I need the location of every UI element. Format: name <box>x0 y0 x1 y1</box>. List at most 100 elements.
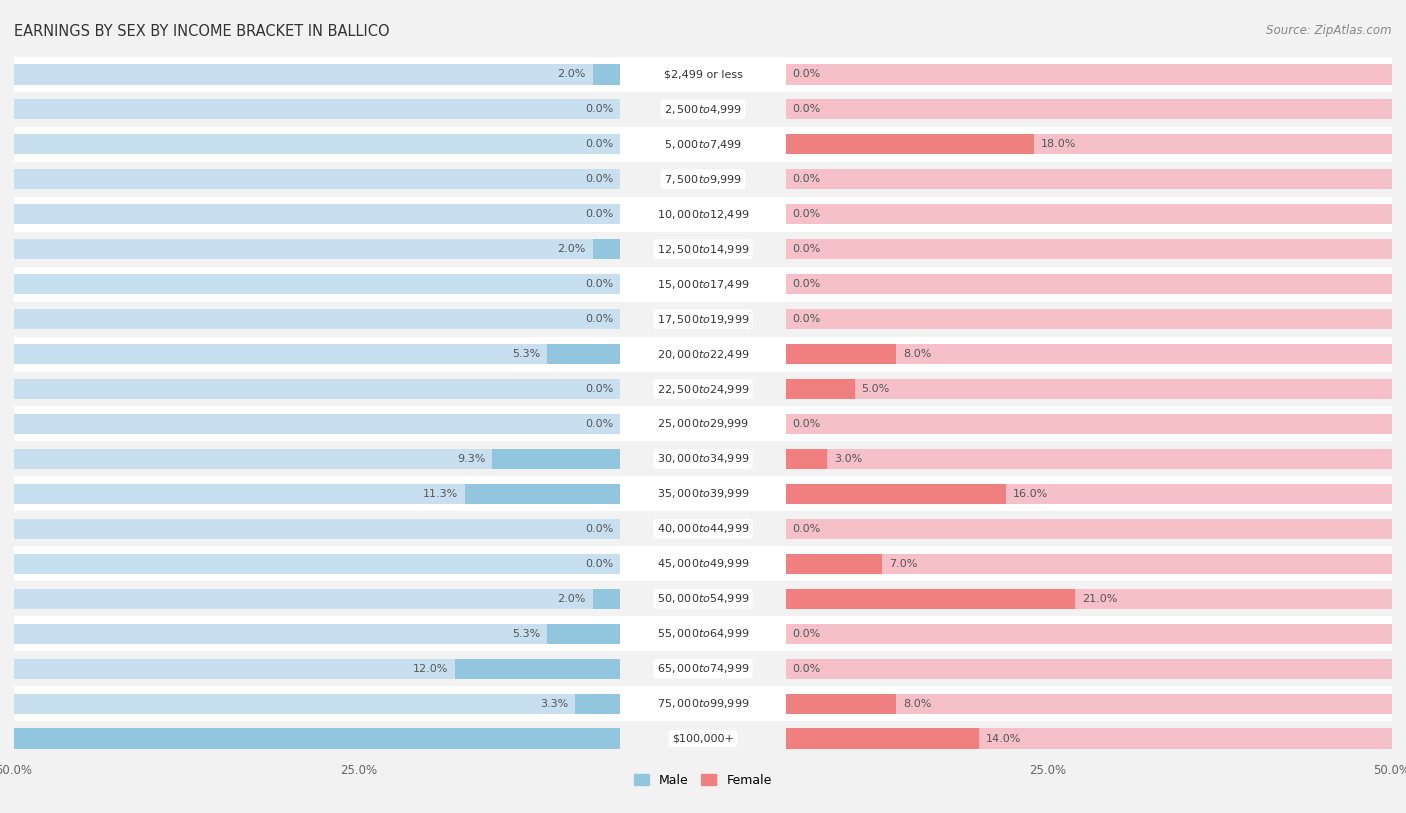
Bar <box>14 99 620 120</box>
Bar <box>14 651 1392 686</box>
Bar <box>14 309 620 329</box>
Text: $45,000 to $49,999: $45,000 to $49,999 <box>657 558 749 570</box>
Bar <box>14 449 620 469</box>
Text: Source: ZipAtlas.com: Source: ZipAtlas.com <box>1267 24 1392 37</box>
Text: $25,000 to $29,999: $25,000 to $29,999 <box>657 418 749 430</box>
Bar <box>14 337 1392 372</box>
Bar <box>464 484 620 504</box>
Text: 0.0%: 0.0% <box>793 419 821 429</box>
Text: $55,000 to $64,999: $55,000 to $64,999 <box>657 628 749 640</box>
Text: $100,000+: $100,000+ <box>672 733 734 744</box>
Bar <box>14 204 620 224</box>
Bar <box>14 344 620 364</box>
Bar <box>786 204 1392 224</box>
Bar <box>786 589 1076 609</box>
Bar <box>14 728 620 749</box>
Bar <box>786 99 1392 120</box>
Bar <box>786 344 896 364</box>
Bar <box>14 554 620 574</box>
Text: 0.0%: 0.0% <box>585 524 613 534</box>
Text: 5.3%: 5.3% <box>512 628 540 639</box>
Text: 5.0%: 5.0% <box>862 384 890 394</box>
Text: 7.0%: 7.0% <box>889 559 917 569</box>
Text: 0.0%: 0.0% <box>585 314 613 324</box>
Text: 0.0%: 0.0% <box>793 663 821 674</box>
Text: $30,000 to $34,999: $30,000 to $34,999 <box>657 453 749 465</box>
Bar <box>14 267 1392 302</box>
Text: $65,000 to $74,999: $65,000 to $74,999 <box>657 663 749 675</box>
Bar <box>14 476 1392 511</box>
Text: $17,500 to $19,999: $17,500 to $19,999 <box>657 313 749 325</box>
Bar <box>786 64 1392 85</box>
Bar <box>786 519 1392 539</box>
Text: $40,000 to $44,999: $40,000 to $44,999 <box>657 523 749 535</box>
Bar <box>786 134 1033 154</box>
Bar <box>14 686 1392 721</box>
Bar <box>786 169 1392 189</box>
Text: $12,500 to $14,999: $12,500 to $14,999 <box>657 243 749 255</box>
Bar <box>786 589 1392 609</box>
Bar <box>14 232 1392 267</box>
Text: $35,000 to $39,999: $35,000 to $39,999 <box>657 488 749 500</box>
Text: 0.0%: 0.0% <box>793 209 821 220</box>
Text: 0.0%: 0.0% <box>793 104 821 115</box>
Bar <box>14 616 1392 651</box>
Bar <box>547 344 620 364</box>
Bar <box>14 659 620 679</box>
Text: 8.0%: 8.0% <box>903 349 931 359</box>
Text: EARNINGS BY SEX BY INCOME BRACKET IN BALLICO: EARNINGS BY SEX BY INCOME BRACKET IN BAL… <box>14 24 389 39</box>
Text: $75,000 to $99,999: $75,000 to $99,999 <box>657 698 749 710</box>
Text: 18.0%: 18.0% <box>1040 139 1076 150</box>
Bar <box>14 379 620 399</box>
Text: 0.0%: 0.0% <box>793 628 821 639</box>
Bar <box>786 239 1392 259</box>
Bar <box>14 134 620 154</box>
Text: 9.3%: 9.3% <box>457 454 485 464</box>
Bar <box>14 441 1392 476</box>
Text: 0.0%: 0.0% <box>585 559 613 569</box>
Text: 0.0%: 0.0% <box>793 69 821 80</box>
Bar <box>786 449 827 469</box>
Bar <box>0 728 620 749</box>
Bar <box>14 624 620 644</box>
Text: 0.0%: 0.0% <box>793 314 821 324</box>
Bar <box>14 414 620 434</box>
Legend: Male, Female: Male, Female <box>630 769 776 792</box>
Text: $2,500 to $4,999: $2,500 to $4,999 <box>664 103 742 115</box>
Text: 0.0%: 0.0% <box>793 524 821 534</box>
Text: 3.0%: 3.0% <box>834 454 862 464</box>
Text: $2,499 or less: $2,499 or less <box>664 69 742 80</box>
Bar <box>575 693 620 714</box>
Bar <box>14 581 1392 616</box>
Text: 0.0%: 0.0% <box>793 244 821 254</box>
Bar <box>786 693 1392 714</box>
Bar <box>14 274 620 294</box>
Bar <box>14 406 1392 441</box>
Bar <box>14 127 1392 162</box>
Bar <box>14 302 1392 337</box>
Text: 12.0%: 12.0% <box>413 663 449 674</box>
Bar <box>547 624 620 644</box>
Bar <box>14 92 1392 127</box>
Bar <box>14 519 620 539</box>
Bar <box>786 728 1392 749</box>
Bar <box>786 484 1392 504</box>
Bar <box>14 197 1392 232</box>
Text: $10,000 to $12,499: $10,000 to $12,499 <box>657 208 749 220</box>
Text: 5.3%: 5.3% <box>512 349 540 359</box>
Bar <box>14 57 1392 92</box>
Text: 21.0%: 21.0% <box>1083 593 1118 604</box>
Text: 2.0%: 2.0% <box>558 593 586 604</box>
Text: 8.0%: 8.0% <box>903 698 931 709</box>
Text: $22,500 to $24,999: $22,500 to $24,999 <box>657 383 749 395</box>
Bar <box>786 274 1392 294</box>
Text: 0.0%: 0.0% <box>793 279 821 289</box>
Text: 0.0%: 0.0% <box>585 279 613 289</box>
Bar <box>14 693 620 714</box>
Text: 0.0%: 0.0% <box>585 104 613 115</box>
Bar <box>456 659 620 679</box>
Text: $20,000 to $22,499: $20,000 to $22,499 <box>657 348 749 360</box>
Text: 14.0%: 14.0% <box>986 733 1021 744</box>
Bar <box>14 239 620 259</box>
Text: 3.3%: 3.3% <box>540 698 568 709</box>
